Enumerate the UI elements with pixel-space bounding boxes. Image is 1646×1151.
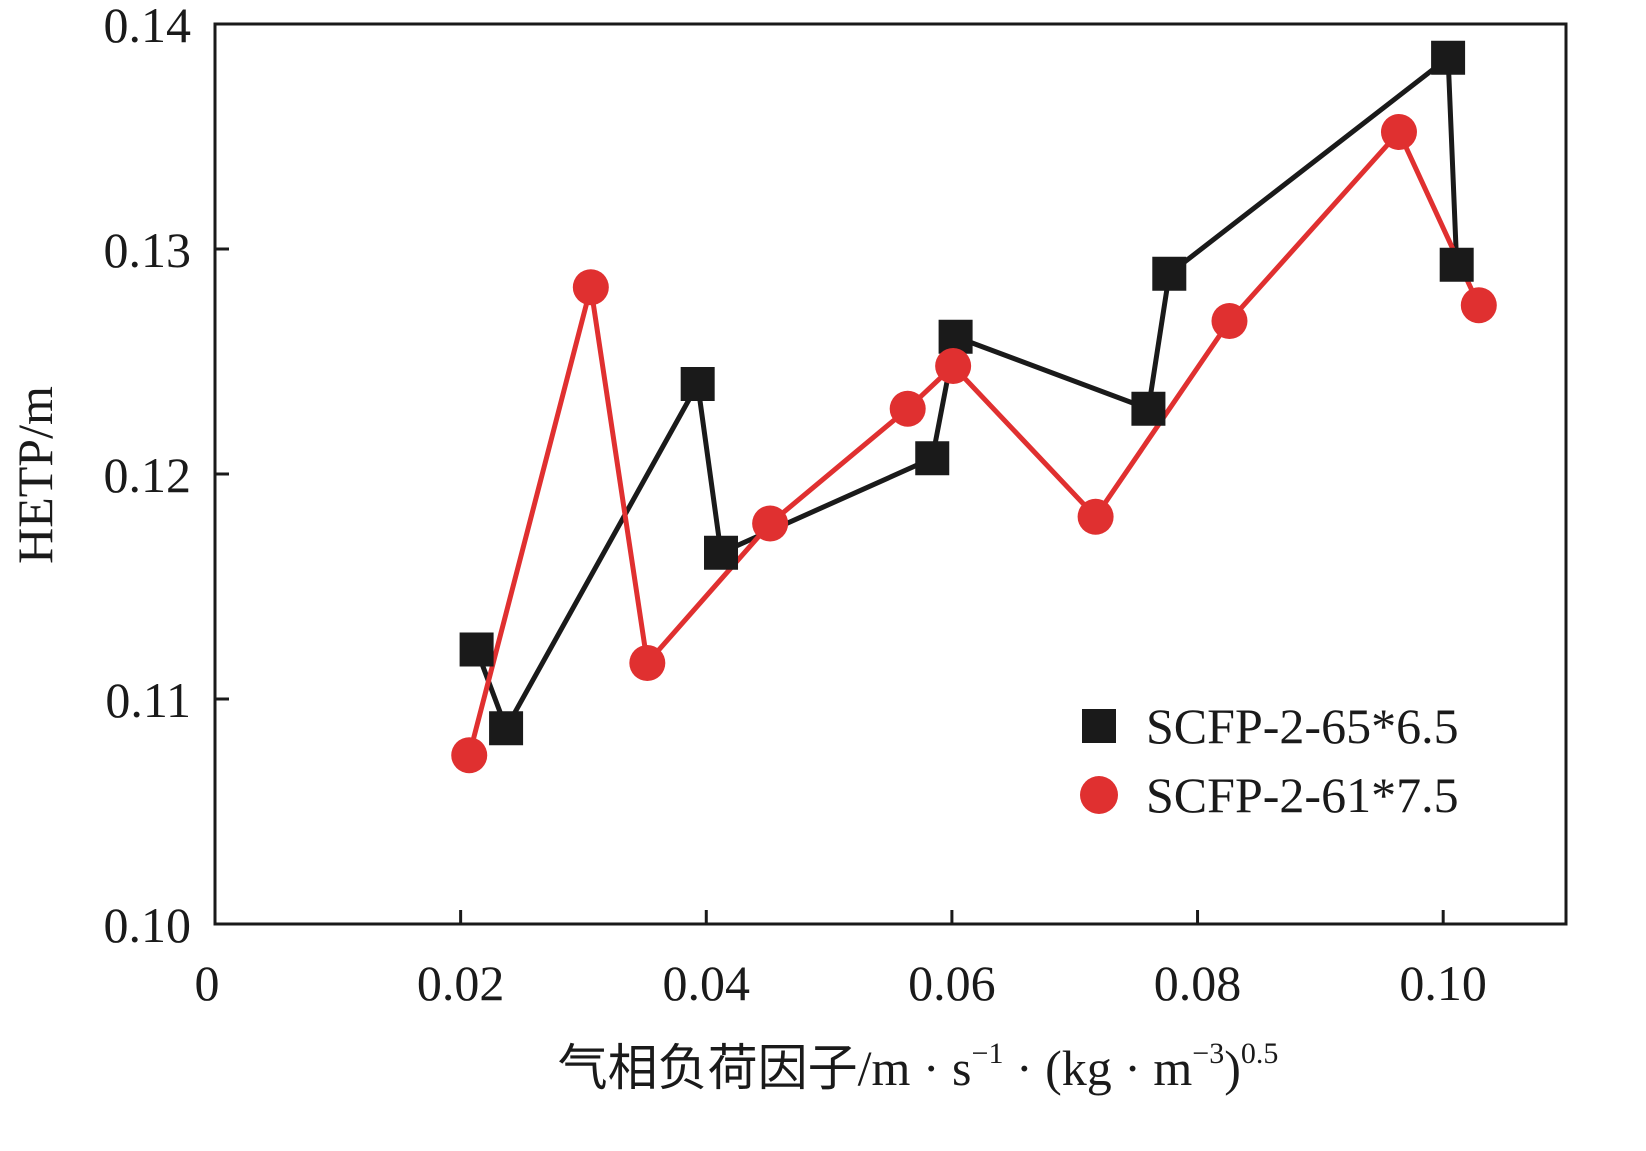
series-1-point: [1439, 247, 1474, 282]
series-2-point: [1460, 287, 1497, 324]
legend-marker-square: [1082, 709, 1116, 743]
x-tick-label: 0.06: [908, 955, 996, 1011]
x-tick-label: 0.02: [417, 955, 505, 1011]
y-tick-label: 0.10: [104, 897, 192, 953]
series-1-point: [1131, 391, 1166, 426]
legend-label-series-2: SCFP-2-61*7.5: [1146, 767, 1459, 823]
x-axis-title-mid: · (kg · m: [1003, 1040, 1192, 1096]
y-tick-label: 0.13: [104, 222, 192, 278]
series-1-point: [459, 632, 494, 667]
y-tick-label: 0.11: [105, 672, 191, 728]
x-axis-title-sup-1: −1: [972, 1037, 1004, 1070]
y-axis-title: HETP/m: [7, 386, 63, 564]
series-2-point: [1380, 114, 1417, 150]
x-axis-title-sup-2: −3: [1192, 1037, 1224, 1070]
series-2-point: [451, 737, 488, 774]
series-1-point: [680, 367, 715, 401]
x-tick-label: 0.04: [663, 955, 751, 1011]
series-1-point: [704, 535, 739, 570]
series-2-point: [935, 348, 972, 384]
series-2-line: [466, 127, 1482, 756]
y-axis-ticks: 0.10 0.11 0.12 0.13 0.14: [104, 0, 229, 953]
x-axis-title-close: ): [1224, 1040, 1241, 1096]
series-2-point: [752, 505, 789, 542]
legend-marker-circle: [1080, 776, 1118, 814]
series-2-point: [629, 645, 666, 681]
x-tick-label: 0: [195, 955, 220, 1011]
series-1-line: [474, 52, 1460, 735]
series-2-point: [572, 269, 609, 306]
x-axis-title-sup-3: 0.5: [1241, 1037, 1279, 1070]
series-1-point: [1152, 256, 1187, 291]
series-1-point: [938, 319, 973, 354]
series-1-point: [489, 711, 524, 746]
series-1-point: [1431, 40, 1466, 75]
x-tick-label: 0.10: [1399, 955, 1487, 1011]
series-2-point: [1077, 498, 1114, 535]
legend: SCFP-2-65*6.5 SCFP-2-61*7.5: [1080, 698, 1459, 823]
legend-label-series-1: SCFP-2-65*6.5: [1146, 698, 1459, 754]
x-tick-label: 0.08: [1154, 955, 1242, 1011]
series-2-point: [889, 390, 926, 427]
y-tick-label: 0.14: [104, 0, 192, 53]
series-2-point: [1211, 303, 1248, 339]
x-axis-title-main: 气相负荷因子/m · s: [558, 1040, 972, 1096]
series-layer: [451, 40, 1497, 774]
y-tick-label: 0.12: [104, 447, 192, 503]
x-axis-ticks: 0 0.02 0.04 0.06 0.08 0.10: [195, 910, 1487, 1011]
x-axis-title: 气相负荷因子/m · s−1 · (kg · m−3)0.5: [558, 1037, 1279, 1096]
series-1-point: [915, 441, 950, 476]
